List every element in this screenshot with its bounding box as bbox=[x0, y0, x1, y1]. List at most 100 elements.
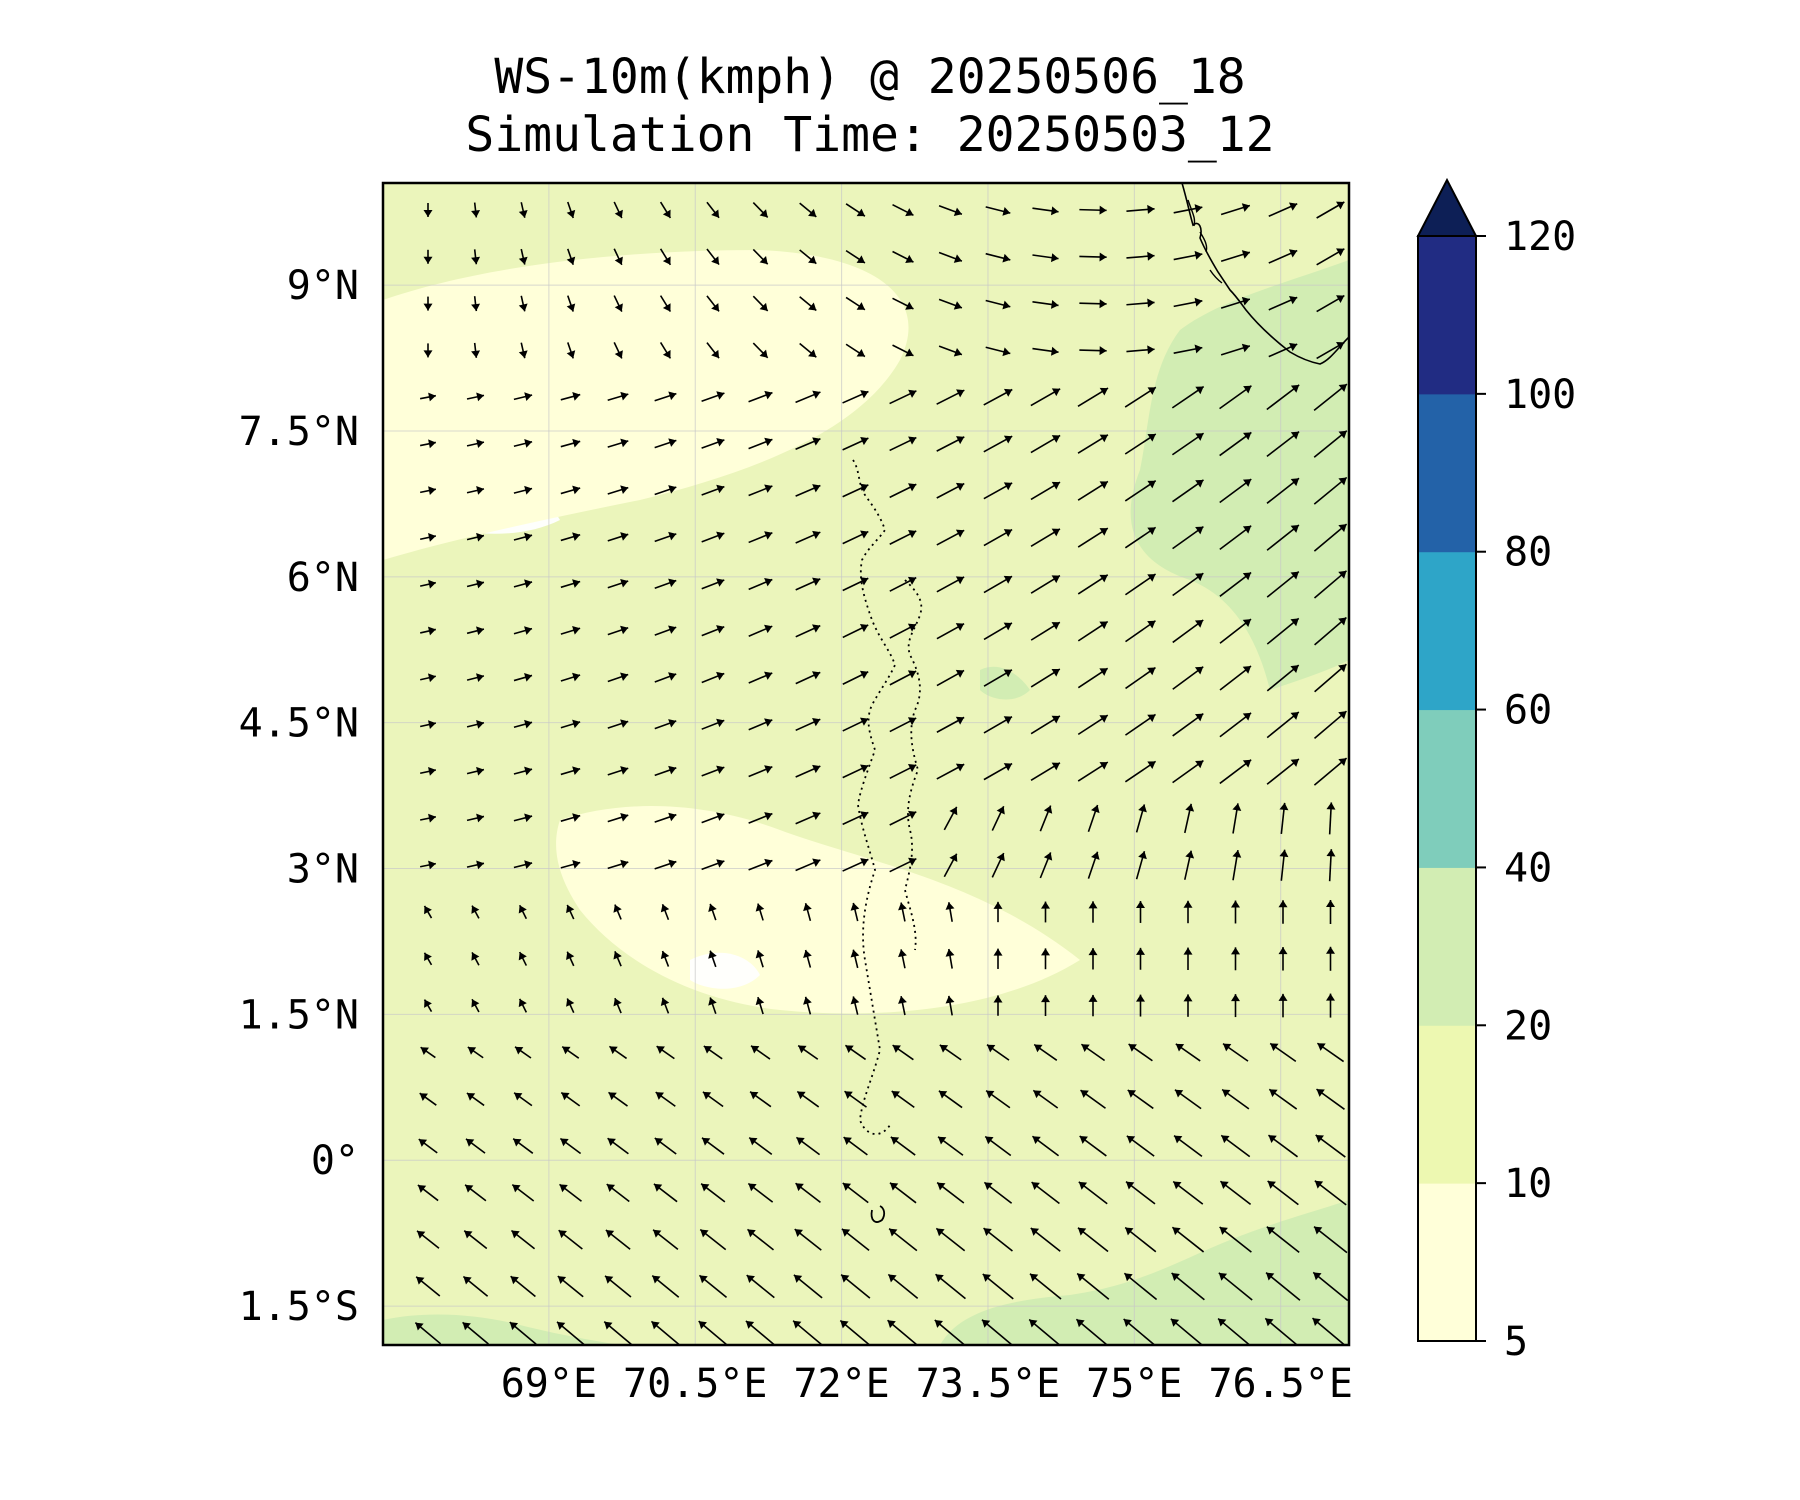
wind-arrow bbox=[510, 1229, 536, 1250]
wind-arrow bbox=[607, 719, 629, 729]
wind-arrow bbox=[842, 390, 869, 404]
wind-arrow bbox=[1029, 1273, 1062, 1300]
wind-arrow bbox=[748, 531, 773, 544]
wind-arrow bbox=[560, 392, 581, 401]
wind-arrow bbox=[1125, 620, 1156, 643]
wind-arrow bbox=[418, 1138, 438, 1154]
wind-arrow bbox=[518, 248, 528, 265]
wind-arrow bbox=[1219, 1226, 1252, 1253]
wind-arrow bbox=[1220, 250, 1251, 263]
wind-arrow bbox=[654, 438, 677, 449]
wind-arrow bbox=[701, 1137, 725, 1155]
wind-arrow bbox=[656, 1045, 675, 1060]
moderate-region-southeast bbox=[940, 1200, 1349, 1345]
wind-arrow bbox=[1126, 298, 1155, 308]
wind-arrow bbox=[1278, 993, 1288, 1018]
wind-arrow bbox=[518, 951, 528, 966]
wind-arrow bbox=[1077, 667, 1109, 689]
wind-arrow bbox=[1316, 294, 1345, 313]
wind-arrow bbox=[892, 250, 914, 263]
wind-arrow bbox=[654, 719, 677, 730]
wind-arrow bbox=[1316, 341, 1345, 360]
wind-arrow bbox=[1219, 478, 1252, 504]
wind-arrow bbox=[466, 813, 485, 823]
wind-arrow bbox=[983, 715, 1013, 734]
wind-arrow bbox=[752, 202, 769, 218]
wind-arrow bbox=[936, 482, 965, 499]
wind-arrow bbox=[1030, 574, 1061, 594]
wind-arrow bbox=[420, 486, 436, 496]
wind-arrow bbox=[1041, 901, 1050, 923]
colorbar-segment bbox=[1418, 236, 1476, 395]
wind-arrow bbox=[1314, 616, 1347, 646]
wind-arrow bbox=[1326, 946, 1335, 971]
wind-arrow bbox=[419, 439, 437, 449]
wind-arrow bbox=[889, 857, 917, 873]
wind-arrow bbox=[1030, 715, 1061, 735]
wind-arrow bbox=[1032, 253, 1059, 263]
wind-arrow bbox=[701, 718, 725, 730]
wind-arrow bbox=[698, 1320, 728, 1345]
wind-arrow bbox=[982, 1273, 1014, 1300]
wind-arrow bbox=[518, 998, 528, 1013]
wind-arrow bbox=[1278, 900, 1288, 924]
wind-arrow bbox=[1077, 714, 1109, 736]
wind-arrow bbox=[991, 805, 1005, 831]
wind-arrow bbox=[1183, 900, 1193, 924]
lat-tick-label: 1.5°N bbox=[239, 992, 359, 1038]
colorbar-tick-label: 100 bbox=[1504, 372, 1576, 418]
wind-arrow bbox=[889, 810, 917, 826]
wind-arrow bbox=[1171, 1272, 1205, 1301]
wind-arrow bbox=[752, 248, 769, 265]
wind-arrow bbox=[1172, 479, 1204, 503]
wind-arrow bbox=[799, 202, 817, 218]
wind-arrow bbox=[1219, 385, 1252, 410]
wind-arrow bbox=[795, 530, 821, 544]
wind-arrow bbox=[415, 1276, 441, 1297]
wind-arrow bbox=[659, 201, 672, 219]
wind-arrow bbox=[991, 852, 1005, 878]
coastline-detail bbox=[1187, 199, 1223, 284]
wind-arrow bbox=[748, 624, 773, 637]
wind-arrow bbox=[1269, 1042, 1297, 1063]
wind-arrow bbox=[701, 671, 725, 684]
wind-arrow bbox=[558, 1229, 583, 1250]
wind-arrow bbox=[1222, 1042, 1249, 1062]
wind-arrow bbox=[655, 1091, 676, 1107]
wind-arrow bbox=[938, 345, 963, 357]
wind-arrow bbox=[889, 764, 917, 779]
wind-arrow bbox=[842, 624, 869, 639]
wind-arrow bbox=[518, 295, 528, 312]
wind-arrow bbox=[466, 766, 485, 776]
wind-arrow bbox=[755, 903, 765, 921]
wind-arrow bbox=[660, 950, 670, 967]
wind-arrow bbox=[654, 625, 677, 636]
wind-arrow bbox=[1171, 432, 1205, 456]
moderate-region-east bbox=[1130, 260, 1349, 690]
wind-arrow bbox=[1077, 1227, 1109, 1253]
wind-arrow bbox=[1313, 476, 1348, 505]
wind-arrow bbox=[937, 1136, 964, 1156]
wind-arrow bbox=[607, 812, 629, 823]
wind-arrow bbox=[513, 439, 533, 448]
wind-arrow bbox=[419, 392, 437, 402]
wind-arrow bbox=[1266, 711, 1300, 739]
wind-arrow bbox=[511, 1183, 535, 1202]
wind-arrow bbox=[1123, 1272, 1158, 1301]
wind-arrow bbox=[471, 342, 481, 358]
wind-arrow bbox=[613, 951, 622, 967]
colorbar-segment bbox=[1418, 1183, 1476, 1342]
wind-arrow bbox=[466, 626, 485, 636]
chart-title: WS-10m(kmph) @ 20250506_18 Simulation Ti… bbox=[380, 48, 1360, 164]
wind-arrow bbox=[1266, 617, 1300, 645]
wind-arrow bbox=[466, 439, 485, 449]
colorbar-segment bbox=[1418, 551, 1476, 711]
wind-arrow bbox=[841, 1228, 870, 1251]
wind-arrow bbox=[1170, 1318, 1204, 1345]
wind-arrow bbox=[752, 342, 769, 359]
wind-arrow bbox=[1268, 342, 1298, 358]
wind-arrow bbox=[1088, 901, 1098, 923]
wind-arrow bbox=[755, 996, 765, 1015]
wind-arrow bbox=[889, 623, 917, 639]
wind-arrow bbox=[936, 576, 965, 593]
